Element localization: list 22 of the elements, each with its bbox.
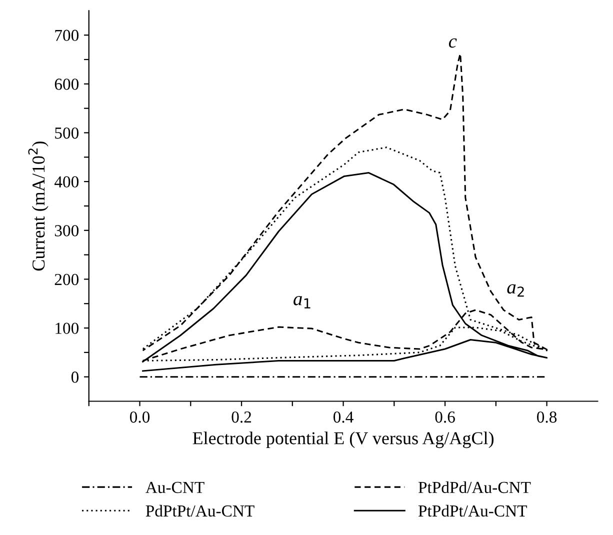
y-tick-label: 400 (54, 176, 79, 188)
x-axis-title: Electrode potential E (V versus Ag/AgCl) (192, 432, 494, 448)
annotation: a$_{2}$ (507, 284, 524, 297)
legend-label: Au-CNT (146, 482, 204, 494)
x-tick-label: 0.2 (232, 411, 252, 423)
annotation: a$_{1}$ (294, 296, 310, 308)
y-tick-label: 200 (54, 274, 79, 286)
x-tick-label: 0.6 (435, 411, 455, 423)
y-tick-label: 600 (54, 78, 79, 90)
y-tick-label: 700 (55, 30, 79, 42)
legend-label: PdPtPt/Au-CNT (146, 504, 254, 517)
x-tick-label: 0.4 (334, 411, 354, 423)
legend-label: PtPdPd/Au-CNT (418, 481, 531, 494)
annotation: c (448, 38, 457, 48)
y-axis-title: Current (mA/10$^{2}$) (28, 142, 48, 271)
y-tick-label: 0 (71, 372, 79, 383)
y-tick-label: 100 (56, 322, 79, 334)
y-tick-label: 300 (54, 225, 79, 236)
legend-label: PtPdPt/Au-CNT (418, 504, 527, 517)
x-tick-label: 0.8 (537, 411, 557, 423)
y-tick-label: 500 (55, 127, 79, 139)
x-tick-label: 0.0 (130, 411, 150, 423)
